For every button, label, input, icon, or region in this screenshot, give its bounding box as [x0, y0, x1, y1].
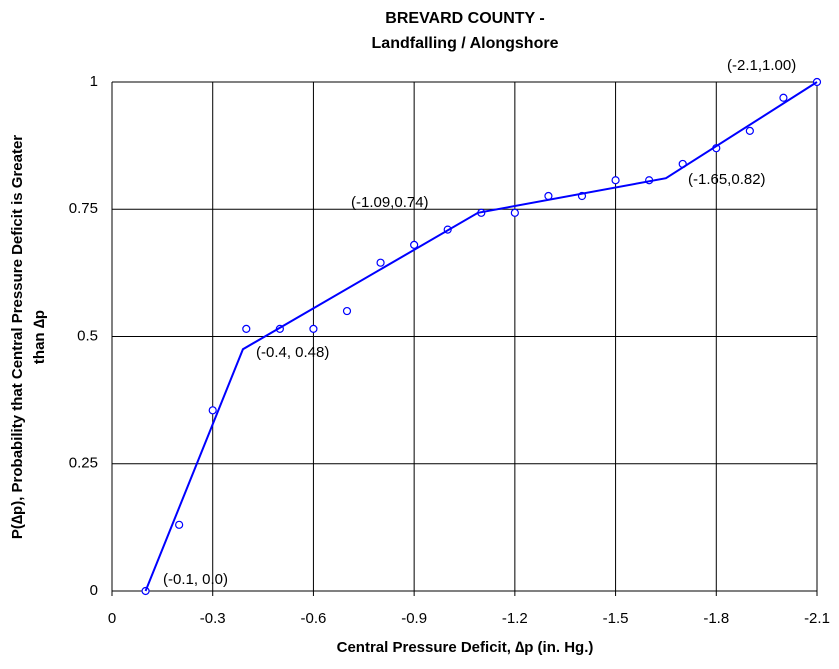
data-point — [175, 520, 184, 529]
data-point — [342, 306, 352, 316]
data-point — [309, 324, 318, 333]
annotation: (-0.4, 0.48) — [256, 344, 329, 361]
fit-line — [144, 81, 818, 592]
data-point — [745, 126, 754, 135]
annotation: (-0.1, 0.0) — [163, 571, 228, 588]
y-tick-label: 0.5 — [77, 327, 98, 344]
x-tick-label: -0.6 — [300, 610, 326, 627]
chart-title: BREVARD COUNTY - — [385, 10, 544, 27]
x-tick-label: 0 — [108, 610, 116, 627]
x-tick-label: -0.9 — [401, 610, 427, 627]
x-tick-label: -1.8 — [703, 610, 729, 627]
y-axis-label: than ∆p — [31, 310, 48, 364]
x-tick-label: -2.1 — [804, 610, 830, 627]
data-point — [376, 258, 385, 267]
x-tick-label: -0.3 — [200, 610, 226, 627]
annotation: (-1.09,0.74) — [351, 194, 429, 211]
y-tick-label: 0 — [90, 582, 98, 599]
annotation: (-1.65,0.82) — [688, 171, 766, 188]
y-axis-label: P(∆p), Probability that Central Pressure… — [9, 135, 26, 539]
data-point — [510, 208, 519, 217]
data-point — [242, 324, 251, 333]
x-tick-label: -1.2 — [502, 610, 528, 627]
data-point — [611, 176, 620, 185]
y-tick-label: 0.25 — [69, 455, 98, 472]
chart-title: Landfalling / Alongshore — [372, 35, 559, 52]
x-axis-label: Central Pressure Deficit, ∆p (in. Hg.) — [337, 639, 594, 656]
annotation: (-2.1,1.00) — [727, 57, 796, 74]
y-tick-label: 0.75 — [69, 200, 98, 217]
y-tick-label: 1 — [90, 73, 98, 90]
data-point — [208, 406, 217, 415]
x-tick-label: -1.5 — [603, 610, 629, 627]
data-point — [410, 240, 419, 249]
data-point — [779, 93, 788, 102]
